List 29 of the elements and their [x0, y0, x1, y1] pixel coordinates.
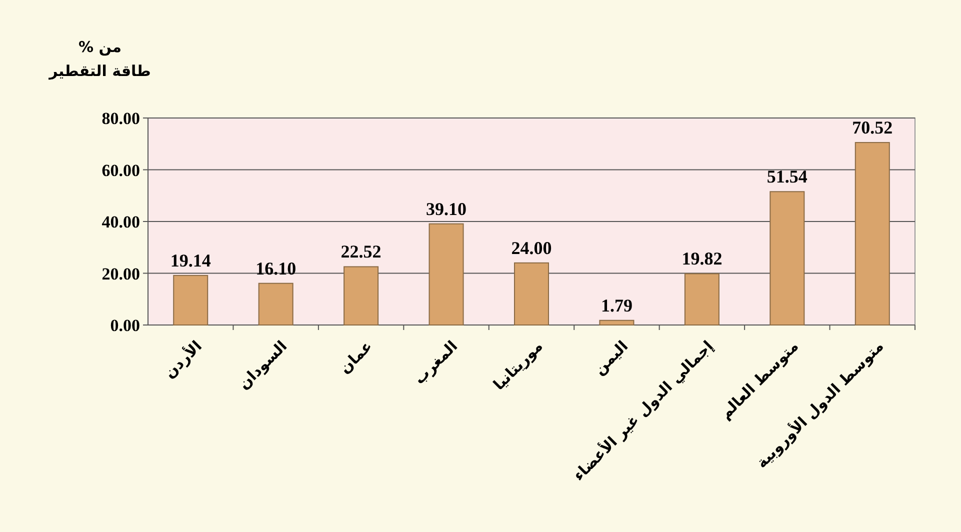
bar [854, 142, 890, 326]
x-tick-label: موريتانيا [490, 337, 546, 394]
bar [428, 223, 464, 326]
bar [770, 191, 805, 326]
data-label: 51.54 [766, 166, 808, 187]
data-label: 22.52 [340, 242, 382, 262]
data-label: 19.82 [682, 248, 722, 269]
y-tick-label: 40.00 [102, 212, 140, 232]
y-tick-label: 80.00 [102, 109, 140, 128]
y-axis-title: % من طاقة التقطير [48, 38, 151, 80]
y-tick-label: 20.00 [102, 264, 140, 284]
y-tick-label: 0.00 [110, 316, 140, 335]
bar [344, 266, 379, 326]
x-tick-label: اليمن [590, 337, 632, 378]
data-label: 19.14 [170, 250, 211, 270]
data-label: 70.52 [852, 118, 893, 138]
data-label: 39.10 [426, 198, 467, 219]
data-label: 1.79 [600, 295, 632, 316]
bar [684, 273, 720, 326]
bar [599, 320, 634, 326]
x-tick-label: المغرب [410, 337, 462, 388]
bar [258, 282, 294, 326]
y-tick-label: 60.00 [102, 160, 140, 180]
x-tick-label: الأردن [160, 336, 206, 382]
bar [173, 274, 208, 326]
bar [514, 262, 549, 326]
data-label: 24.00 [511, 238, 552, 258]
x-tick-label: عمان [336, 337, 376, 378]
x-tick-label: السودان [234, 337, 291, 394]
